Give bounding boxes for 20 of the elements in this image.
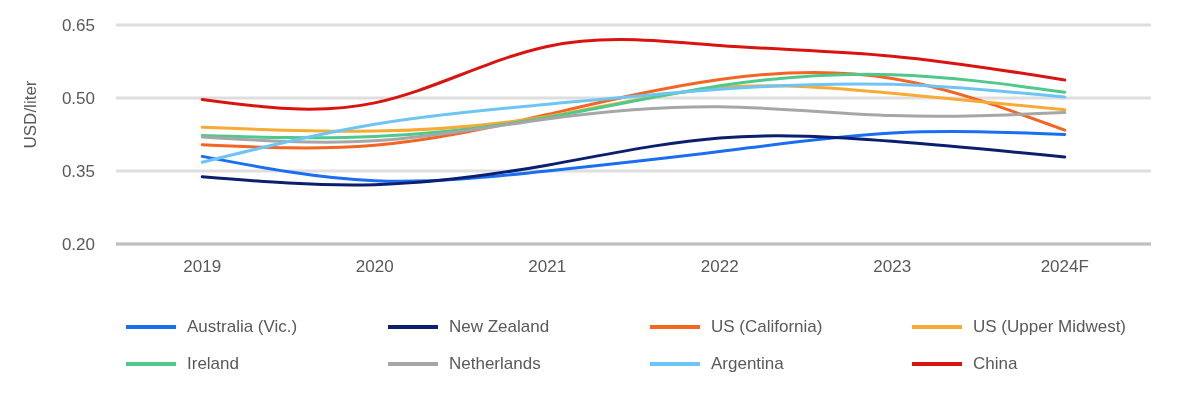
line-series <box>200 82 1067 164</box>
x-tick-label: 2023 <box>873 257 912 277</box>
legend-label: Ireland <box>187 353 239 374</box>
y-tick-label: 0.35 <box>61 162 95 182</box>
legend-label: US (California) <box>711 316 823 337</box>
x-tick-label: 2021 <box>528 257 567 277</box>
x-tick-label: 2022 <box>700 257 739 277</box>
legend-label: US (Upper Midwest) <box>973 316 1127 337</box>
legend-label: Netherlands <box>449 353 541 374</box>
y-axis-title: USD/liter <box>21 80 41 149</box>
x-tick-label: 2024F <box>1040 257 1089 277</box>
y-tick-label: 0.20 <box>61 235 95 255</box>
y-tick-label: 0.50 <box>61 89 95 109</box>
x-tick-label: 2020 <box>355 257 394 277</box>
y-tick-label: 0.65 <box>61 16 95 36</box>
x-tick-label: 2019 <box>183 257 222 277</box>
legend-label: New Zealand <box>449 316 550 337</box>
legend-label: China <box>973 353 1018 374</box>
legend-label: Australia (Vic.) <box>187 316 298 337</box>
legend-label: Argentina <box>711 353 784 374</box>
